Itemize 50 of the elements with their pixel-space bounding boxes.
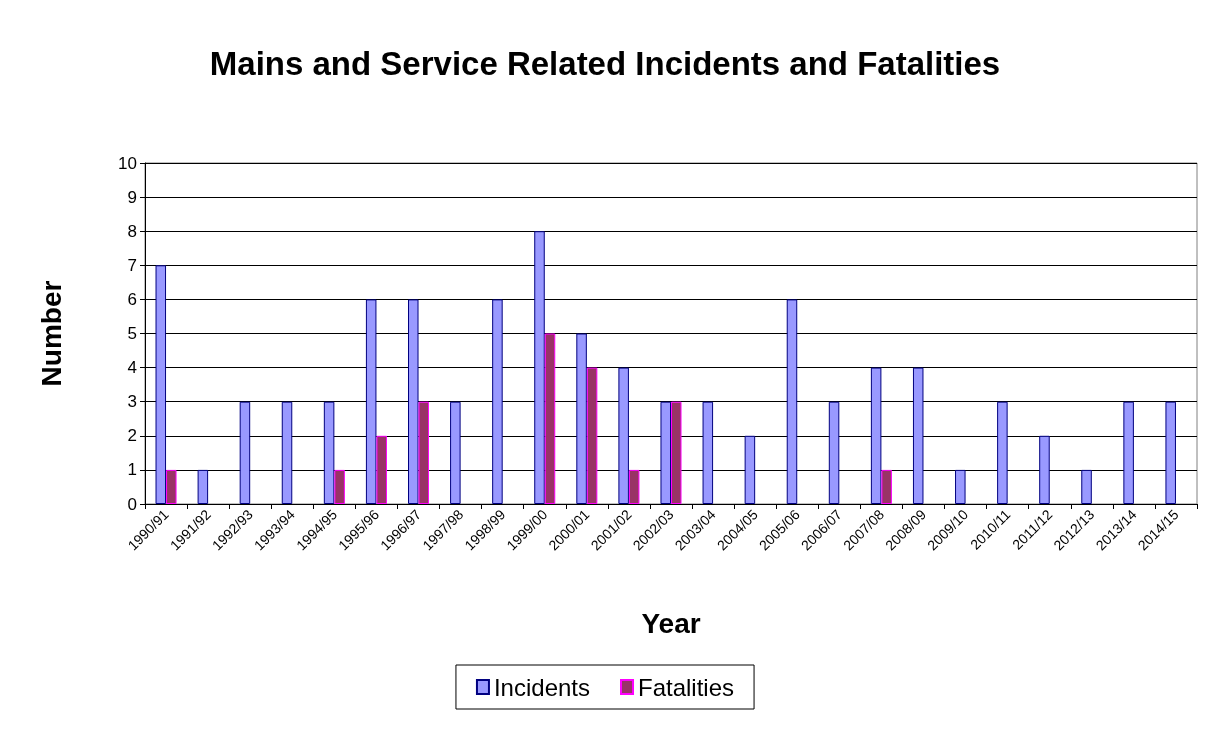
bar <box>912 367 924 504</box>
y-tick-label: 9 <box>127 187 137 207</box>
y-tick-label: 1 <box>127 460 137 480</box>
bar <box>166 469 177 504</box>
bar <box>1081 469 1092 504</box>
bar <box>239 401 251 504</box>
y-tick-label: 0 <box>127 494 137 514</box>
bar <box>334 469 345 504</box>
bar <box>450 401 461 504</box>
bar <box>155 265 167 504</box>
y-tick-label: 6 <box>127 289 137 309</box>
bar <box>660 401 671 504</box>
bar <box>997 401 1008 504</box>
y-tick-label: 5 <box>127 324 137 343</box>
bar <box>586 367 598 504</box>
y-tick-label: 4 <box>127 358 137 378</box>
bar <box>786 299 798 504</box>
bar <box>702 401 714 504</box>
y-axis-title: Number <box>35 280 67 387</box>
x-axis-title: Year <box>641 607 701 639</box>
bar <box>1165 401 1176 504</box>
bar <box>870 367 882 504</box>
bar <box>828 401 840 504</box>
bar <box>955 469 966 504</box>
bar <box>534 231 545 504</box>
bar <box>628 469 640 504</box>
bar <box>408 299 419 504</box>
bar <box>197 469 209 504</box>
bar <box>492 299 503 504</box>
chart-title: Mains and Service Related Incidents and Fatalities <box>209 45 1001 82</box>
y-tick-label: 8 <box>127 221 137 241</box>
bar <box>576 333 587 504</box>
bar <box>281 401 293 504</box>
y-tick-label: 2 <box>127 426 137 446</box>
y-tick-label: 7 <box>127 255 137 275</box>
bar <box>671 401 682 504</box>
legend-label: Incidents <box>493 673 591 701</box>
bar <box>365 299 377 504</box>
bar <box>376 435 387 504</box>
bar <box>618 367 629 504</box>
legend-label: Fatalities <box>638 673 735 701</box>
bar <box>881 469 892 504</box>
bar <box>744 435 756 504</box>
bar <box>1039 435 1050 504</box>
bar <box>323 401 335 504</box>
y-tick-label: 3 <box>127 392 137 412</box>
y-tick-label: 10 <box>118 153 137 173</box>
bar <box>418 401 430 504</box>
bar <box>1123 401 1134 504</box>
bar <box>544 333 556 504</box>
